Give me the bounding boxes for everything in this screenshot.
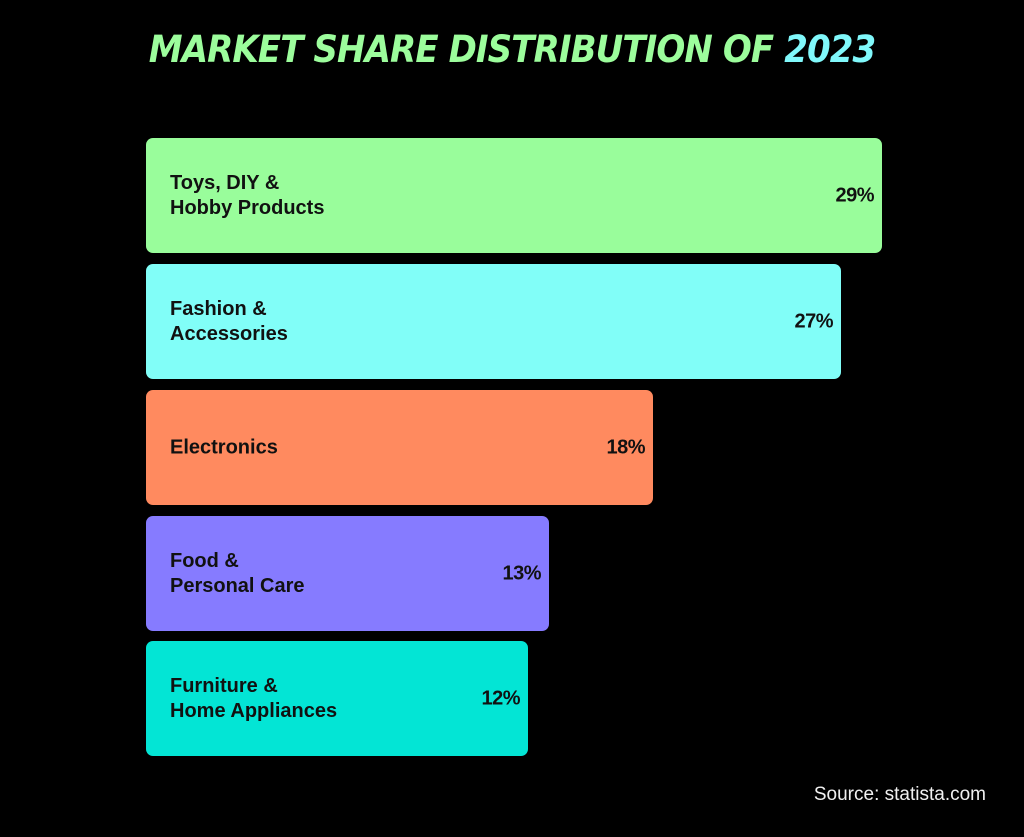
bar-value: 12% — [481, 687, 520, 709]
chart-title-year: 2023 — [784, 28, 876, 71]
bar-value: 13% — [502, 562, 541, 584]
bar-label: Electronics — [170, 436, 278, 458]
bar-value: 29% — [835, 184, 874, 206]
bar-value: 18% — [606, 436, 645, 458]
bar-value: 27% — [794, 310, 833, 332]
bar-toys-diy-hobby: Toys, DIY & Hobby Products 29% — [146, 138, 882, 253]
source-note: Source: statista.com — [813, 784, 986, 805]
bar-furniture-home-appliances: Furniture & Home Appliances 12% — [146, 641, 528, 756]
bar-label: Food & Personal Care — [170, 549, 305, 597]
bar-label: Furniture & Home Appliances — [170, 674, 338, 722]
bar-food-personal-care: Food & Personal Care 13% — [146, 516, 549, 631]
chart-title: MARKET SHARE DISTRIBUTION OF 2023 — [41, 28, 983, 71]
bar-fashion-accessories: Fashion & Accessories 27% — [146, 264, 841, 379]
bar-electronics: Electronics 18% — [146, 390, 653, 505]
chart-title-main: MARKET SHARE DISTRIBUTION OF — [148, 28, 785, 71]
bar-label: Toys, DIY & Hobby Products — [170, 171, 325, 219]
bar-label: Fashion & Accessories — [170, 297, 288, 345]
